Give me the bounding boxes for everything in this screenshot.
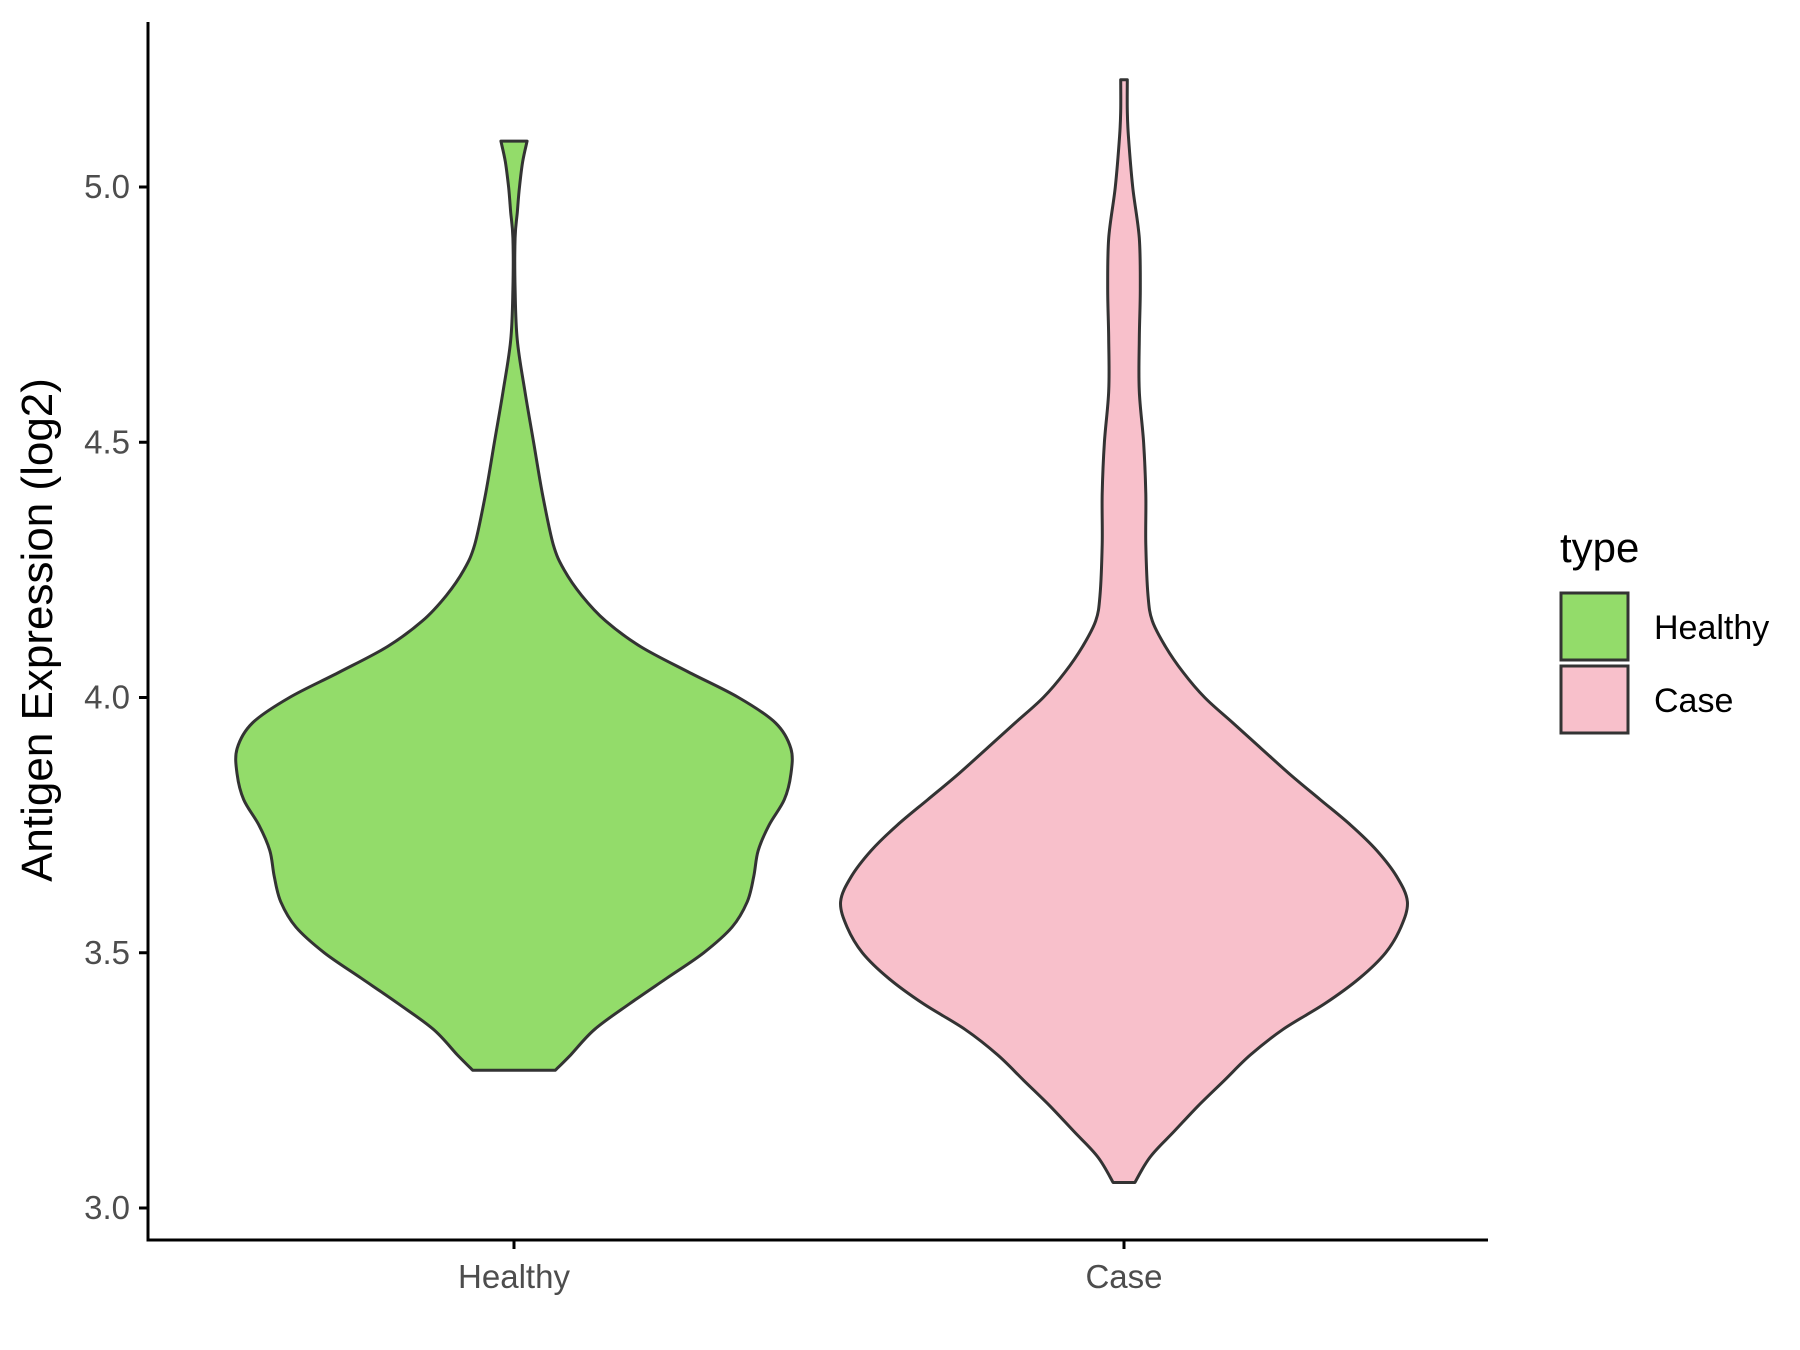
y-tick-label: 4.0 <box>84 679 130 716</box>
y-axis-title: Antigen Expression (log2) <box>13 378 62 882</box>
legend-label-case: Case <box>1654 682 1733 720</box>
y-tick-label: 5.0 <box>84 168 130 205</box>
violin-case <box>839 78 1409 1184</box>
legend-title: type <box>1560 524 1639 571</box>
y-tick-label: 3.5 <box>84 934 130 971</box>
x-axis-ticks: Healthy Case <box>458 1240 1163 1295</box>
violins-layer <box>234 78 1409 1184</box>
y-tick-label: 4.5 <box>84 423 130 460</box>
legend: type Healthy Case <box>1559 524 1769 735</box>
y-axis-ticks: 3.0 3.5 4.0 4.5 5.0 <box>84 168 148 1226</box>
x-tick-label: Healthy <box>458 1258 570 1295</box>
violin-healthy <box>234 139 794 1072</box>
legend-key-case <box>1559 664 1630 735</box>
legend-label-healthy: Healthy <box>1654 609 1769 647</box>
y-tick-label: 3.0 <box>84 1189 130 1226</box>
x-tick-label: Case <box>1085 1258 1162 1295</box>
legend-key-healthy <box>1559 591 1630 662</box>
